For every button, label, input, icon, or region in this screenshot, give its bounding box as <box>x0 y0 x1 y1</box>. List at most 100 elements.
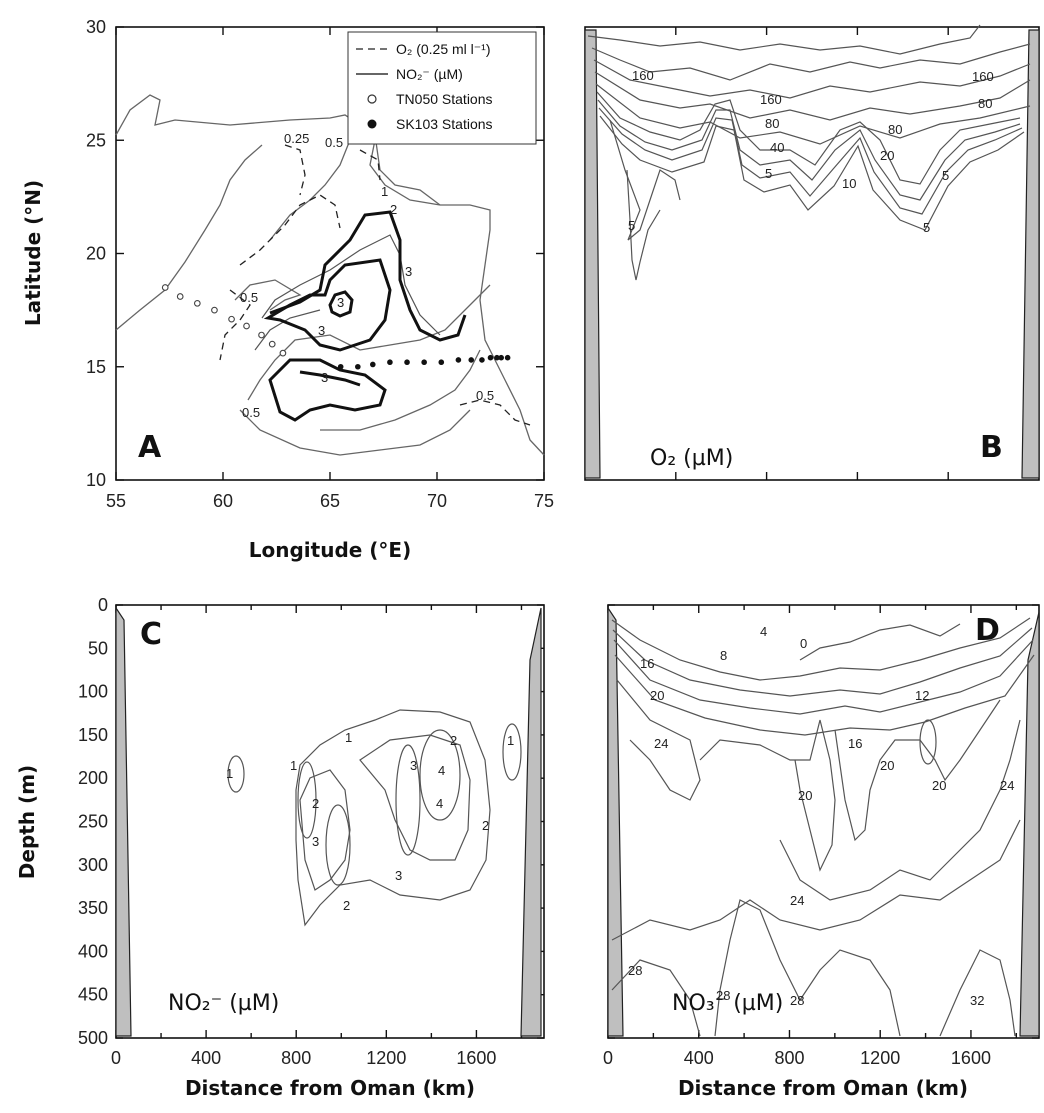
panel-a-ylabel: Latitude (°N) <box>21 180 45 326</box>
panel-a-stations <box>161 284 511 370</box>
panel-a-legend: O₂ (0.25 ml l⁻¹) NO₂⁻ (µM) TN050 Station… <box>347 31 537 145</box>
panel-b-frame <box>584 26 1040 481</box>
c-ticks-ytick-label: 200 <box>78 768 108 788</box>
sk103-station-marker <box>421 359 427 366</box>
d-clabel-4: 12 <box>915 688 929 703</box>
b-clabel-4: 80 <box>978 96 992 111</box>
c-clabel-12: 4 <box>436 796 443 811</box>
a-clabel-3: 1 <box>381 184 388 199</box>
sk103-station-marker <box>455 357 462 363</box>
a-xtick-label: 70 <box>427 491 447 511</box>
b-clabel-2: 160 <box>972 69 994 84</box>
sk103-station-marker <box>370 361 376 368</box>
sk103-station-marker <box>498 354 505 361</box>
a-xtick-label: 75 <box>534 491 554 511</box>
panel-a-xlabel: Longitude (°E) <box>249 538 411 562</box>
d-ticks-xtick-label: 1200 <box>860 1048 900 1068</box>
panel-d-right-shelf <box>1019 611 1040 1037</box>
a-clabel-7: 3 <box>318 323 325 338</box>
d-clabel-17: 32 <box>970 993 984 1008</box>
d-ticks-xtick-label: 1600 <box>951 1048 991 1068</box>
d-ticks-xtick-label: 400 <box>684 1048 714 1068</box>
panel-b-contour-labels: 160 160 160 80 80 80 40 20 10 5 5 5 5 <box>628 68 994 235</box>
legend-filled-circle-icon <box>367 119 377 129</box>
tn050-station-marker <box>279 349 287 357</box>
legend-box <box>347 31 537 145</box>
legend-label-tn050: TN050 Stations <box>396 91 493 107</box>
d-clabel-7: 20 <box>650 688 664 703</box>
sk103-station-marker <box>504 354 511 361</box>
b-clabel-8: 20 <box>880 148 894 163</box>
tn050-station-marker <box>258 331 265 339</box>
panel-d-letter: D <box>975 613 1000 648</box>
panel-c-ylabel: Depth (m) <box>15 765 39 879</box>
b-clabel-13: 5 <box>923 220 930 235</box>
b-clabel-7: 40 <box>770 140 784 155</box>
panel-c: 0 400 800 1200 1600 0 50 100 150 200 250 300 350 400 4… <box>15 595 545 1100</box>
d-clabel-14: 28 <box>628 963 642 978</box>
d-clabel-3: 8 <box>720 648 727 663</box>
a-ytick-label: 25 <box>86 130 106 150</box>
sk103-station-marker <box>487 354 494 361</box>
panel-d-ticks: 0 400 800 1200 1600 <box>603 604 1039 1068</box>
d-clabel-10: 20 <box>932 778 946 793</box>
c-clabel-7: 2 <box>482 818 489 833</box>
panel-a-ticks: 55 60 65 70 75 10 15 20 25 30 <box>86 17 554 511</box>
panel-a-no2-contours <box>254 210 467 422</box>
c-ticks-ytick-label: 300 <box>78 855 108 875</box>
panel-b-right-shelf <box>1021 29 1040 479</box>
c-clabel-2: 1 <box>290 758 297 773</box>
c-clabel-3: 1 <box>345 730 352 745</box>
c-clabel-9: 3 <box>312 834 319 849</box>
c-clabel-10: 3 <box>395 868 402 883</box>
c-ticks-xtick-label: 0 <box>111 1048 121 1068</box>
legend-open-circle-icon <box>367 94 377 104</box>
d-clabel-9: 20 <box>880 758 894 773</box>
panel-a-coastline <box>115 94 545 456</box>
sk103-station-marker <box>404 359 410 366</box>
b-clabel-6: 80 <box>888 122 902 137</box>
b-clabel-9: 10 <box>842 176 856 191</box>
a-clabel-4: 2 <box>390 202 397 217</box>
c-clabel-11: 4 <box>438 763 445 778</box>
c-clabel-5: 2 <box>450 733 457 748</box>
a-ytick-label: 20 <box>86 244 106 264</box>
d-clabel-12: 24 <box>790 893 804 908</box>
b-clabel-11: 5 <box>942 168 949 183</box>
tn050-station-marker <box>211 306 218 314</box>
panel-b: 160 160 160 80 80 80 40 20 10 5 5 5 5 O₂… <box>584 24 1040 481</box>
panel-a: 55 60 65 70 75 10 15 20 25 30 <box>21 17 554 562</box>
d-clabel-16: 28 <box>790 993 804 1008</box>
a-ytick-label: 15 <box>86 357 106 377</box>
tn050-station-marker <box>161 284 169 291</box>
a-clabel-10: 0.5 <box>242 405 260 420</box>
tn050-station-marker <box>243 322 250 330</box>
panel-c-contours <box>227 709 522 927</box>
a-clabel-6: 3 <box>337 295 344 310</box>
d-clabel-13: 24 <box>1000 778 1014 793</box>
c-ticks-xtick-label: 1200 <box>366 1048 406 1068</box>
panel-d-xlabel: Distance from Oman (km) <box>678 1076 968 1100</box>
b-clabel-1: 160 <box>632 68 654 83</box>
a-clabel-8: 3 <box>321 370 328 385</box>
a-xtick-label: 55 <box>106 491 126 511</box>
d-ticks-xtick-label: 800 <box>774 1048 804 1068</box>
d-clabel-8: 20 <box>798 788 812 803</box>
panel-c-frame <box>115 604 545 1039</box>
tn050-station-marker <box>176 293 184 300</box>
c-ticks-ytick-label: 350 <box>78 898 108 918</box>
c-ticks-ytick-label: 100 <box>78 682 108 702</box>
panel-b-ticks <box>675 27 1039 480</box>
legend-label-sk103: SK103 Stations <box>396 116 493 132</box>
panel-c-left-shelf <box>115 606 132 1037</box>
sk103-station-marker <box>438 359 445 366</box>
a-xtick-label: 60 <box>213 491 233 511</box>
c-ticks-ytick-label: 50 <box>88 638 108 658</box>
tn050-station-marker <box>228 315 235 323</box>
panel-d-left-shelf <box>607 606 624 1037</box>
d-ticks-xtick-label: 0 <box>603 1048 613 1068</box>
a-clabel-11: 0.5 <box>476 388 494 403</box>
panel-c-field-label: NO₂⁻ (µM) <box>168 991 279 1016</box>
legend-label-o2: O₂ (0.25 ml l⁻¹) <box>396 41 491 57</box>
